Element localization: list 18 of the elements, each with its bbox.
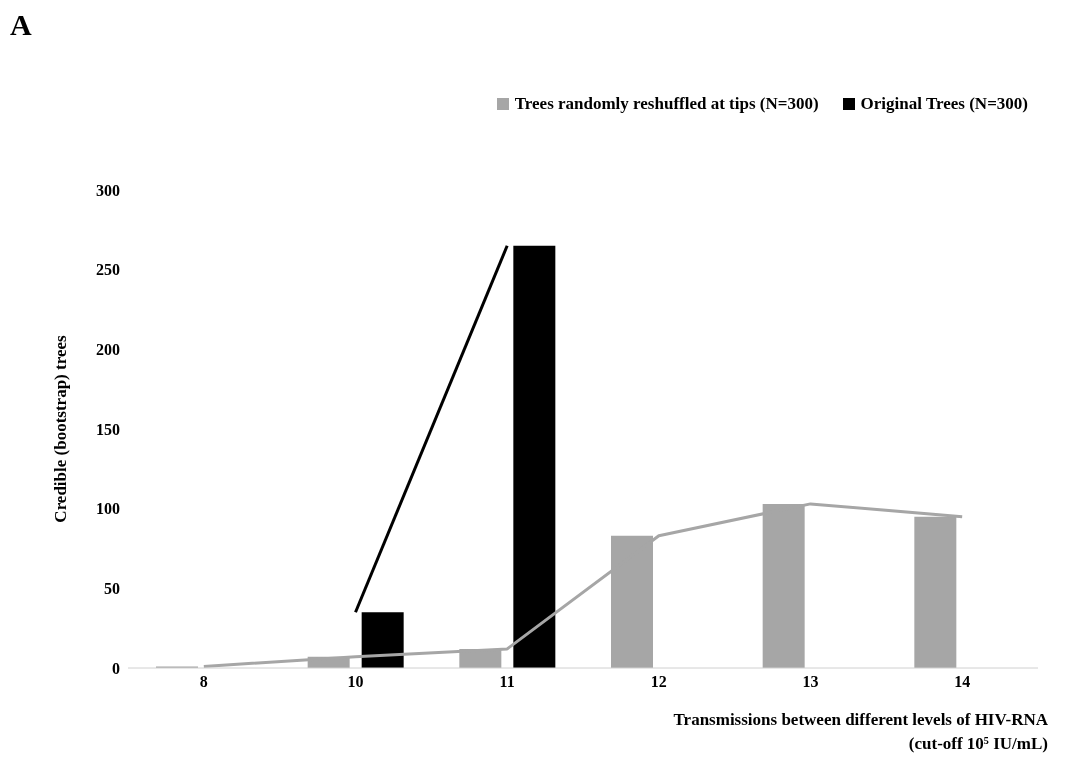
y-tick-label: 150 (96, 420, 120, 438)
y-tick-label: 250 (96, 261, 120, 279)
x-axis-title: Transmissions between different levels of HIV-RNA (cut-off 10⁵ IU/mL) (673, 709, 1048, 755)
x-tick-label: 12 (650, 673, 667, 691)
legend-label: Trees randomly reshuffled at tips (N=300) (514, 94, 819, 114)
y-tick-label: 200 (96, 341, 120, 359)
x-tick-label: 8 (199, 673, 208, 691)
y-tick-label: 100 (96, 500, 120, 518)
y-tick-label: 300 (96, 181, 120, 199)
x-tick-label: 11 (499, 673, 515, 691)
y-tick-label: 50 (104, 580, 120, 598)
y-axis-title: Credible (bootstrap) trees (51, 334, 71, 523)
x-tick-label: 13 (802, 673, 819, 691)
x-tick-label: 14 (954, 673, 971, 691)
chart-title: A (10, 8, 32, 42)
y-tick-label: 0 (112, 659, 120, 677)
legend-label: Original Trees (N=300) (860, 94, 1028, 114)
x-tick-label: 10 (347, 673, 364, 691)
